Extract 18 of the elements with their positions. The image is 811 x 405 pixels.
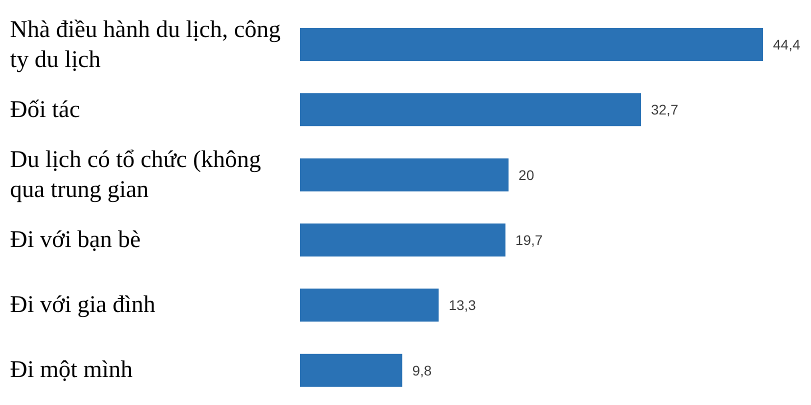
bar xyxy=(300,28,763,61)
y-tick-label: Đi một mình xyxy=(10,356,133,386)
bar xyxy=(300,354,402,387)
data-label: 20 xyxy=(518,166,534,183)
y-tick-label: Đi với gia đình xyxy=(10,291,156,320)
y-tick-label: Đi với bạn bè xyxy=(10,226,141,256)
bar xyxy=(300,224,506,256)
bar xyxy=(300,158,509,192)
y-tick-label: Nhà điều hành du lịch, công ty du lịch xyxy=(10,16,282,75)
data-label: 32,7 xyxy=(650,102,678,118)
data-label: 13,3 xyxy=(448,297,476,314)
data-label: 44,4 xyxy=(773,36,800,52)
data-label: 19,7 xyxy=(515,232,543,248)
data-label: 9,8 xyxy=(412,362,432,378)
bar xyxy=(300,288,439,322)
y-tick-label: Du lịch có tổ chức (không qua trung gian xyxy=(10,146,262,205)
y-tick-label: Đối tác xyxy=(10,96,80,125)
bar xyxy=(300,93,641,126)
